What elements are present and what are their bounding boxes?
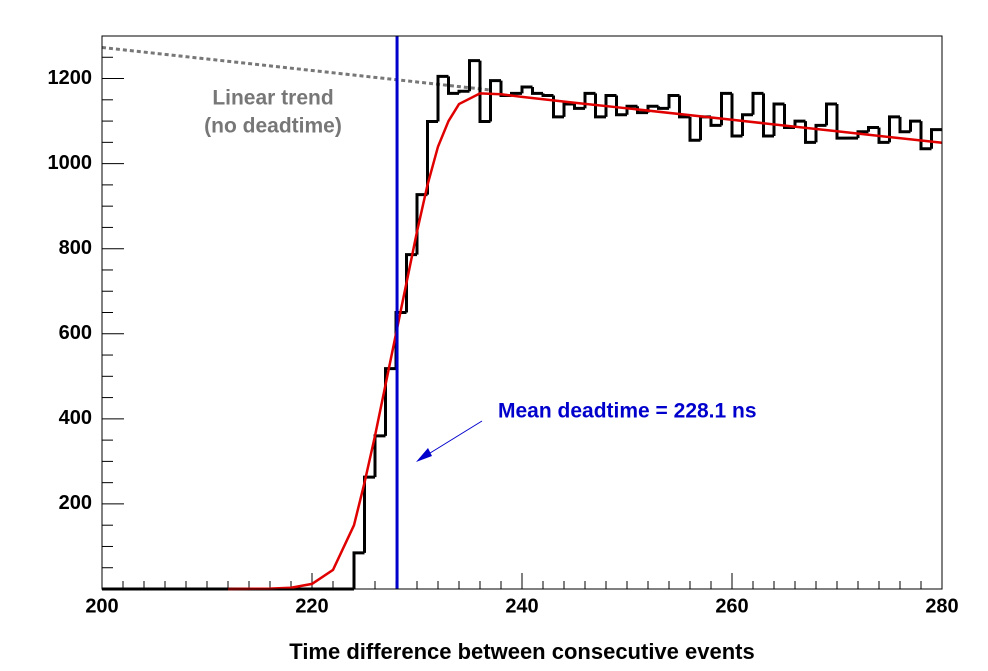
histogram-bin <box>667 94 680 109</box>
histogram-bin <box>888 115 900 143</box>
histogram-bin <box>856 130 869 139</box>
deadtime-label: Mean deadtime = 228.1 ns <box>498 400 757 423</box>
histogram-bin <box>384 367 396 436</box>
histogram-bin <box>657 106 669 110</box>
histogram-bin <box>678 95 690 119</box>
histogram-bin <box>562 102 575 117</box>
fit-curve <box>227 92 943 591</box>
histogram-bin <box>751 91 764 115</box>
trend-label: (no deadtime) <box>204 115 342 138</box>
histogram-bin <box>814 123 827 143</box>
y-tick-label: 1200 <box>48 67 93 89</box>
x-tick-label: 260 <box>715 595 748 617</box>
histogram-bin <box>720 91 732 126</box>
arrow-head <box>416 448 432 462</box>
histogram-bin <box>783 104 795 129</box>
histogram-bin <box>625 104 638 115</box>
histogram-bin <box>447 76 459 95</box>
x-tick-label: 240 <box>505 595 538 617</box>
histogram-bin <box>867 125 879 132</box>
histogram-bin <box>489 79 501 122</box>
histogram-bin <box>699 115 711 141</box>
x-axis-label: Time difference between consecutive even… <box>289 639 754 664</box>
histogram-bin <box>741 113 753 136</box>
histogram-bin <box>615 95 627 117</box>
x-tick-label: 220 <box>295 595 328 617</box>
histogram-bin <box>352 551 365 589</box>
histogram-bin <box>919 121 932 151</box>
histogram-bin <box>835 104 848 140</box>
histogram-bin <box>825 102 837 126</box>
histogram-bin <box>478 60 491 124</box>
histogram-bin <box>541 93 554 98</box>
histogram-bin <box>373 434 386 478</box>
histogram-bin <box>804 121 816 144</box>
histogram-bin <box>520 85 533 94</box>
histogram-bin <box>594 93 606 119</box>
histogram-bin <box>772 102 785 136</box>
y-tick-label: 600 <box>59 322 92 344</box>
histogram-bin <box>762 93 774 138</box>
histogram-bin <box>426 120 438 195</box>
histogram-bin <box>909 119 921 132</box>
histogram-bin <box>363 475 375 553</box>
histogram-bin <box>688 116 701 142</box>
trend-line <box>101 45 491 92</box>
histogram-bin <box>930 128 942 149</box>
trend-label: Linear trend <box>212 87 333 110</box>
histogram-bin <box>604 94 617 117</box>
x-tick-label: 200 <box>85 595 118 617</box>
histogram-bin <box>457 89 470 94</box>
histogram-bin <box>468 59 480 92</box>
y-tick-label: 1000 <box>48 152 93 174</box>
y-tick-label: 400 <box>59 407 92 429</box>
x-tick-label: 280 <box>925 595 958 617</box>
y-tick-label: 200 <box>59 492 92 514</box>
plot-frame <box>101 35 943 590</box>
histogram-bin <box>793 119 806 128</box>
y-tick-label: 800 <box>59 237 92 259</box>
histogram-bin <box>436 74 449 122</box>
histogram-bin <box>877 127 890 144</box>
histogram-bin <box>531 87 543 95</box>
histogram-bin <box>573 104 585 110</box>
histogram-bin <box>730 93 743 138</box>
annotation-arrow <box>421 420 483 459</box>
histogram-bin <box>898 116 911 134</box>
histogram-bin <box>552 95 564 119</box>
histogram-bin <box>709 116 722 127</box>
